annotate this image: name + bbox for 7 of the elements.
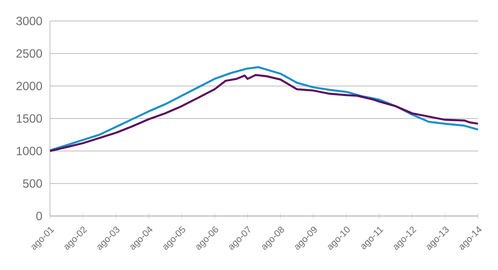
y-tick-label: 2500 (16, 49, 42, 58)
y-tick-label: 0 (36, 212, 42, 220)
y-tick-label: 3000 (16, 16, 42, 26)
y-tick-label: 2000 (16, 82, 42, 90)
y-tick-label: 1500 (16, 114, 42, 123)
y-tick-label: 1000 (16, 146, 42, 156)
y-tick-label: 500 (23, 179, 42, 188)
